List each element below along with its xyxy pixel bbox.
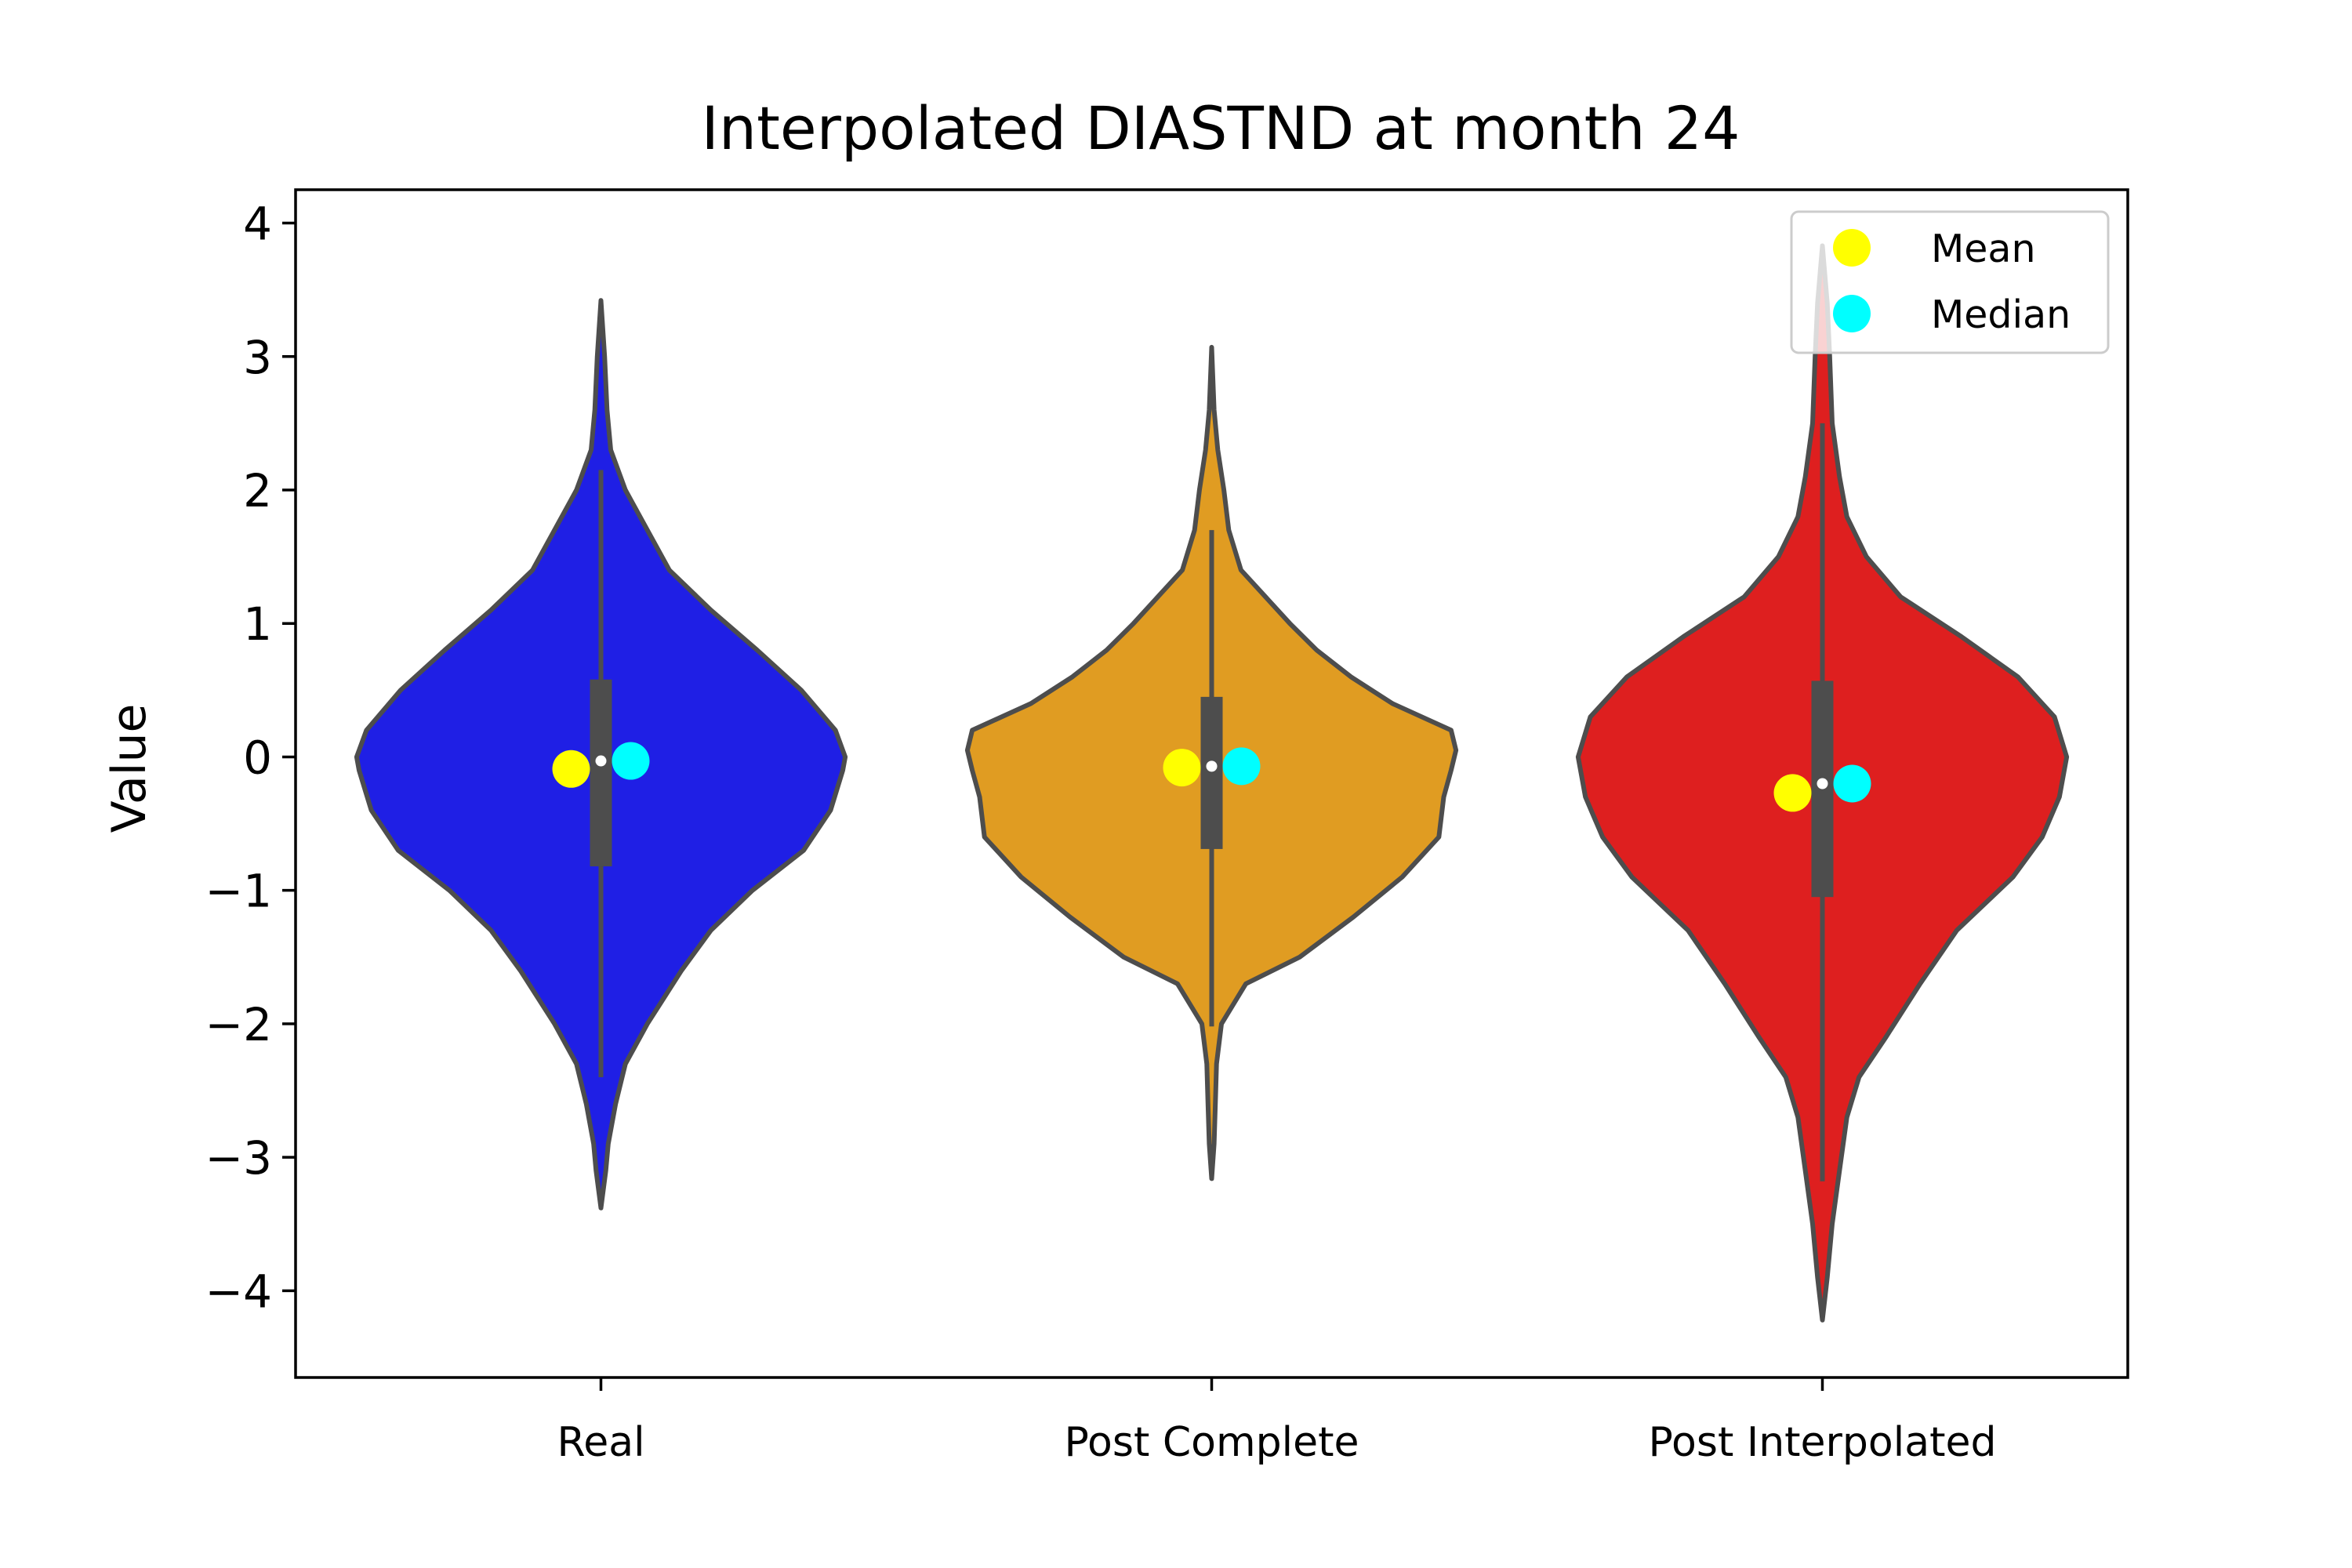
y-tick-label: −4 — [205, 1265, 273, 1318]
median-marker — [612, 742, 650, 780]
legend-median-label: Median — [1931, 292, 2071, 337]
y-tick-label: 2 — [243, 464, 272, 517]
legend-mean-marker — [1833, 229, 1871, 267]
y-tick-label: −3 — [205, 1131, 273, 1185]
y-axis-label: Value — [102, 704, 157, 833]
x-tick-label: Real — [557, 1419, 644, 1466]
chart-title: Interpolated DIASTND at month 24 — [702, 93, 1740, 163]
y-tick-label: −2 — [205, 998, 273, 1051]
x-tick-label: Post Interpolated — [1649, 1419, 1997, 1466]
plot-frame — [294, 188, 2129, 1379]
legend: Mean Median — [1790, 210, 2110, 354]
median-dot — [1206, 760, 1218, 772]
iqr-box — [590, 679, 612, 867]
y-tick-label: 0 — [243, 731, 272, 784]
median-dot — [595, 755, 607, 767]
median-marker — [1222, 747, 1261, 786]
x-tick-label: Post Complete — [1065, 1419, 1359, 1466]
median-marker — [1833, 764, 1871, 803]
mean-marker — [552, 750, 590, 788]
legend-box — [1790, 210, 2110, 354]
legend-median-marker — [1833, 295, 1871, 332]
x-axis-ticks: Real Post Complete Post Interpolated — [557, 1377, 1996, 1466]
y-tick-label: 3 — [243, 331, 272, 384]
mean-marker — [1773, 774, 1812, 812]
mean-marker — [1163, 749, 1201, 787]
legend-mean-label: Mean — [1931, 227, 2036, 271]
y-tick-label: −1 — [205, 865, 273, 918]
y-tick-label: 4 — [243, 198, 272, 251]
iqr-box — [1200, 696, 1223, 849]
median-dot — [1817, 778, 1828, 789]
y-tick-label: 1 — [243, 597, 272, 651]
y-axis-ticks: −4 −3 −2 −1 0 1 2 3 4 — [205, 198, 296, 1318]
